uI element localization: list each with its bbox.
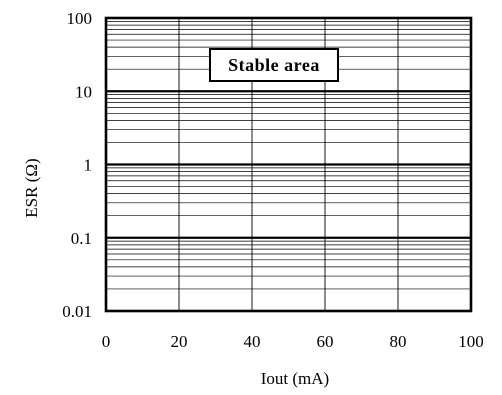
y-tick-label: 0.01 (62, 302, 92, 321)
y-tick-label: 10 (75, 82, 92, 101)
x-tick-label: 80 (390, 332, 407, 351)
x-tick-label: 40 (244, 332, 261, 351)
plot-frame (104, 16, 473, 313)
x-tick-label: 20 (171, 332, 188, 351)
y-tick-label: 1 (84, 156, 93, 175)
y-tick-label: 100 (67, 9, 93, 28)
y-axis-label: ESR (Ω) (22, 158, 41, 218)
x-tick-label: 60 (317, 332, 334, 351)
x-axis-label: Iout (mA) (260, 369, 330, 388)
x-tick-label: 100 (458, 332, 484, 351)
x-tick-label: 0 (102, 332, 111, 351)
stable-area-annotation: Stable area (209, 48, 339, 82)
y-tick-label: 0.1 (71, 229, 92, 248)
